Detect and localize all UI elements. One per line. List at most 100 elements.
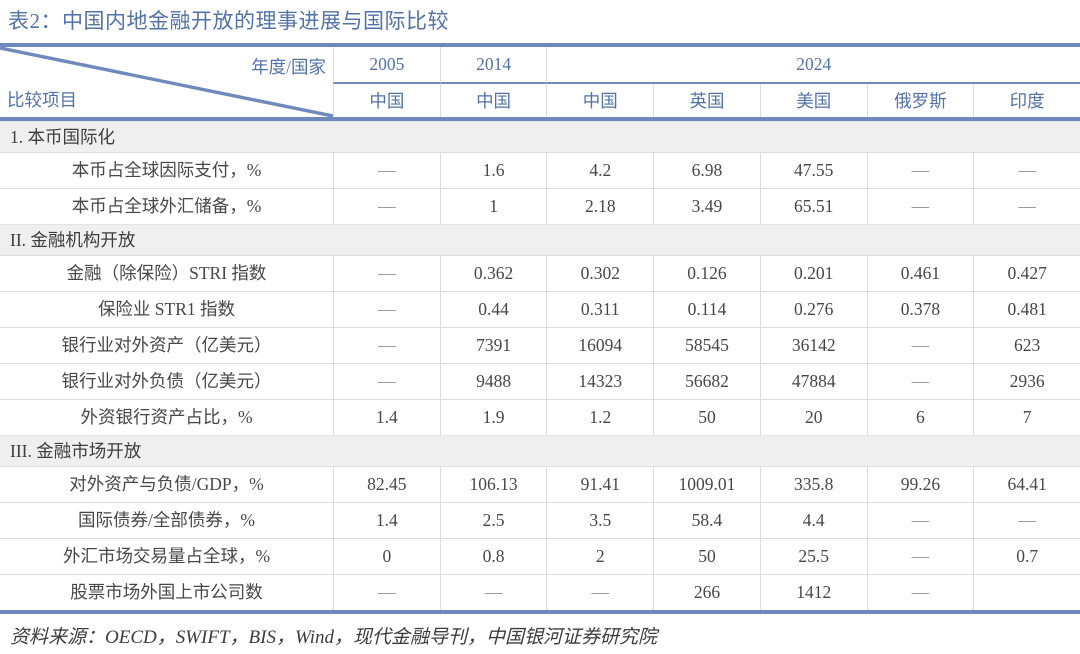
value-cell: —	[333, 152, 440, 188]
value-cell: 335.8	[759, 466, 867, 502]
value-cell: 1.9	[439, 399, 547, 435]
value-cell: 91.41	[546, 466, 654, 502]
country-header-india: 印度	[973, 84, 1080, 117]
row-label: 股票市场外国上市公司数	[0, 574, 333, 610]
header-corner-cell: 年度/国家 比较项目	[0, 47, 333, 117]
value-cell: 0.427	[973, 255, 1080, 291]
value-cell: 50	[653, 538, 760, 574]
value-cell: —	[866, 363, 974, 399]
comparison-table: 年度/国家 比较项目 2005 2014 2024 中国 中国 中国 英国 美国…	[0, 43, 1080, 614]
value-cell: 0.378	[866, 291, 974, 327]
value-cell: —	[973, 502, 1080, 538]
row-label: 金融（除保险）STRI 指数	[0, 255, 333, 291]
value-cell: 64.41	[973, 466, 1080, 502]
value-cell: 0.481	[973, 291, 1080, 327]
country-header-russia: 俄罗斯	[866, 84, 974, 117]
value-cell: 0.7	[973, 538, 1080, 574]
value-cell: 266	[653, 574, 760, 610]
value-cell: —	[866, 538, 974, 574]
value-cell: 82.45	[333, 466, 440, 502]
value-cell: 36142	[759, 327, 867, 363]
value-cell: 0	[333, 538, 440, 574]
value-cell: 4.4	[759, 502, 867, 538]
table-title: 表2：中国内地金融开放的理事进展与国际比较	[8, 9, 449, 33]
value-cell: 4.2	[546, 152, 654, 188]
value-cell: 2.18	[546, 188, 654, 224]
value-cell: —	[333, 188, 440, 224]
value-cell: 0.126	[653, 255, 760, 291]
value-cell: 0.302	[546, 255, 654, 291]
value-cell: —	[866, 152, 974, 188]
value-cell: —	[439, 574, 547, 610]
value-cell: 9488	[439, 363, 547, 399]
country-header-uk: 英国	[653, 84, 760, 117]
value-cell: 0.201	[759, 255, 867, 291]
value-cell: 0.362	[439, 255, 547, 291]
value-cell: 47.55	[759, 152, 867, 188]
value-cell: 1412	[759, 574, 867, 610]
value-cell: 6	[866, 399, 974, 435]
section-header: III. 金融市场开放	[0, 435, 1080, 466]
value-cell: —	[866, 188, 974, 224]
value-cell: 7	[973, 399, 1080, 435]
row-label: 银行业对外负债（亿美元）	[0, 363, 333, 399]
value-cell: —	[333, 574, 440, 610]
value-cell: —	[973, 152, 1080, 188]
country-header-us: 美国	[759, 84, 867, 117]
value-cell: 6.98	[653, 152, 760, 188]
country-header-china-2014: 中国	[439, 84, 547, 117]
source-note: 资料来源：OECD，SWIFT，BIS，Wind，现代金融导刊，中国银河证券研究…	[10, 627, 658, 648]
value-cell: —	[333, 363, 440, 399]
value-cell: —	[333, 327, 440, 363]
row-label: 本币占全球外汇储备，%	[0, 188, 333, 224]
value-cell: 0.114	[653, 291, 760, 327]
table-header: 年度/国家 比较项目 2005 2014 2024 中国 中国 中国 英国 美国…	[0, 47, 1080, 121]
value-cell	[973, 574, 1080, 610]
value-cell: 1	[439, 188, 547, 224]
corner-label-compare-item: 比较项目	[7, 90, 77, 110]
value-cell: —	[866, 327, 974, 363]
value-cell: 3.49	[653, 188, 760, 224]
year-header-2024: 2024	[546, 47, 1080, 84]
country-header-china-2024: 中国	[546, 84, 653, 117]
row-label: 本币占全球因际支付，%	[0, 152, 333, 188]
table-body: 1. 本币国际化 本币占全球因际支付，% —1.6 4.2 6.98 47.55— — 本币占…	[0, 121, 1080, 610]
row-label: 银行业对外资产（亿美元）	[0, 327, 333, 363]
year-header-2005: 2005	[333, 47, 440, 84]
row-label: 保险业 STR1 指数	[0, 291, 333, 327]
year-header-2014: 2014	[439, 47, 547, 84]
value-cell: 0.311	[546, 291, 654, 327]
row-label: 对外资产与负债/GDP，%	[0, 466, 333, 502]
value-cell: —	[973, 188, 1080, 224]
value-cell: 1.6	[439, 152, 547, 188]
value-cell: 1.4	[333, 399, 440, 435]
value-cell: 65.51	[759, 188, 867, 224]
value-cell: 0.44	[439, 291, 547, 327]
corner-label-year-country: 年度/国家	[251, 57, 326, 77]
value-cell: 0.8	[439, 538, 547, 574]
value-cell: 106.13	[439, 466, 547, 502]
value-cell: —	[333, 255, 440, 291]
value-cell: —	[546, 574, 654, 610]
value-cell: 50	[653, 399, 760, 435]
value-cell: 2	[546, 538, 654, 574]
value-cell: 1009.01	[653, 466, 760, 502]
row-label: 国际债券/全部债券，%	[0, 502, 333, 538]
value-cell: 1.2	[546, 399, 654, 435]
diagonal-divider-icon	[0, 47, 333, 117]
value-cell: —	[866, 574, 974, 610]
value-cell: 20	[759, 399, 867, 435]
value-cell: 1.4	[333, 502, 440, 538]
value-cell: 99.26	[866, 466, 974, 502]
value-cell: 56682	[653, 363, 760, 399]
value-cell: 58.4	[653, 502, 760, 538]
value-cell: 58545	[653, 327, 760, 363]
value-cell: 7391	[439, 327, 547, 363]
value-cell: 2936	[973, 363, 1080, 399]
section-header: II. 金融机构开放	[0, 224, 1080, 255]
value-cell: —	[866, 502, 974, 538]
value-cell: 3.5	[546, 502, 654, 538]
value-cell: 0.276	[759, 291, 867, 327]
value-cell: —	[333, 291, 440, 327]
